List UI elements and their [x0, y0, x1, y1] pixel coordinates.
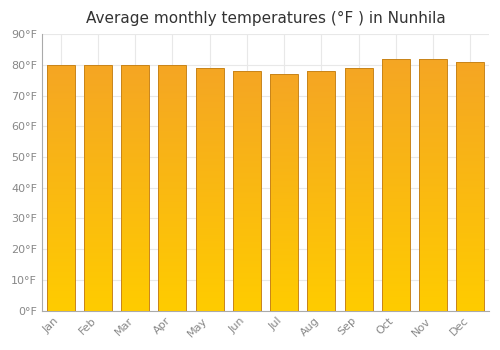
Bar [382, 59, 409, 310]
Bar [419, 59, 447, 310]
Title: Average monthly temperatures (°F ) in Nunhila: Average monthly temperatures (°F ) in Nu… [86, 11, 446, 26]
Bar [196, 68, 224, 310]
Bar [456, 62, 484, 310]
Bar [308, 71, 336, 310]
Bar [158, 65, 186, 310]
Bar [270, 74, 298, 310]
Bar [46, 65, 74, 310]
Bar [344, 68, 372, 310]
Bar [233, 71, 261, 310]
Bar [84, 65, 112, 310]
Bar [121, 65, 149, 310]
